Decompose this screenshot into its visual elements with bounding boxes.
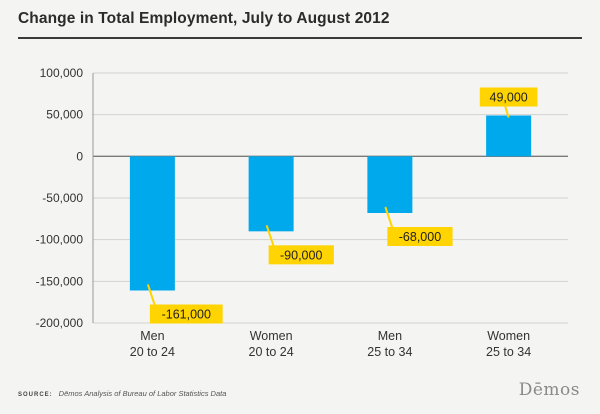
source-note: SOURCE: Dēmos Analysis of Bureau of Labor… [18, 389, 226, 398]
x-tick-label: 20 to 24 [130, 345, 175, 359]
bar [248, 156, 294, 232]
data-label: -68,000 [399, 230, 441, 244]
data-label-box [149, 304, 223, 324]
data-label: -90,000 [280, 248, 322, 262]
y-tick-label: -150,000 [36, 274, 84, 288]
data-label: 49,000 [490, 91, 528, 105]
data-label-box [387, 227, 453, 246]
x-tick-label: Men [140, 329, 164, 343]
data-label: -161,000 [162, 308, 211, 322]
callout-leader [503, 104, 510, 118]
y-tick-label: 50,000 [46, 108, 83, 122]
data-label-box [268, 245, 334, 265]
y-tick-label: 0 [76, 149, 83, 163]
y-tick-label: -50,000 [42, 191, 83, 205]
bar [367, 156, 413, 213]
y-tick-label: 100,000 [40, 66, 84, 80]
y-tick-label: -200,000 [36, 316, 84, 330]
x-tick-label: Women [250, 329, 293, 343]
x-tick-label: 25 to 34 [486, 345, 531, 359]
x-tick-label: Women [487, 329, 530, 343]
chart-title: Change in Total Employment, July to Augu… [18, 10, 390, 27]
demos-logo: Dēmos [518, 380, 580, 400]
y-tick-label: -100,000 [36, 233, 84, 247]
title-divider [18, 37, 582, 39]
source-text: Dēmos Analysis of Bureau of Labor Statis… [58, 389, 227, 398]
bar [486, 115, 532, 157]
x-tick-label: Men [378, 329, 402, 343]
bar [129, 156, 175, 291]
source-label: SOURCE: [18, 392, 53, 398]
x-tick-label: 20 to 24 [249, 345, 294, 359]
data-label-box [479, 87, 538, 107]
x-tick-label: 25 to 34 [367, 345, 412, 359]
